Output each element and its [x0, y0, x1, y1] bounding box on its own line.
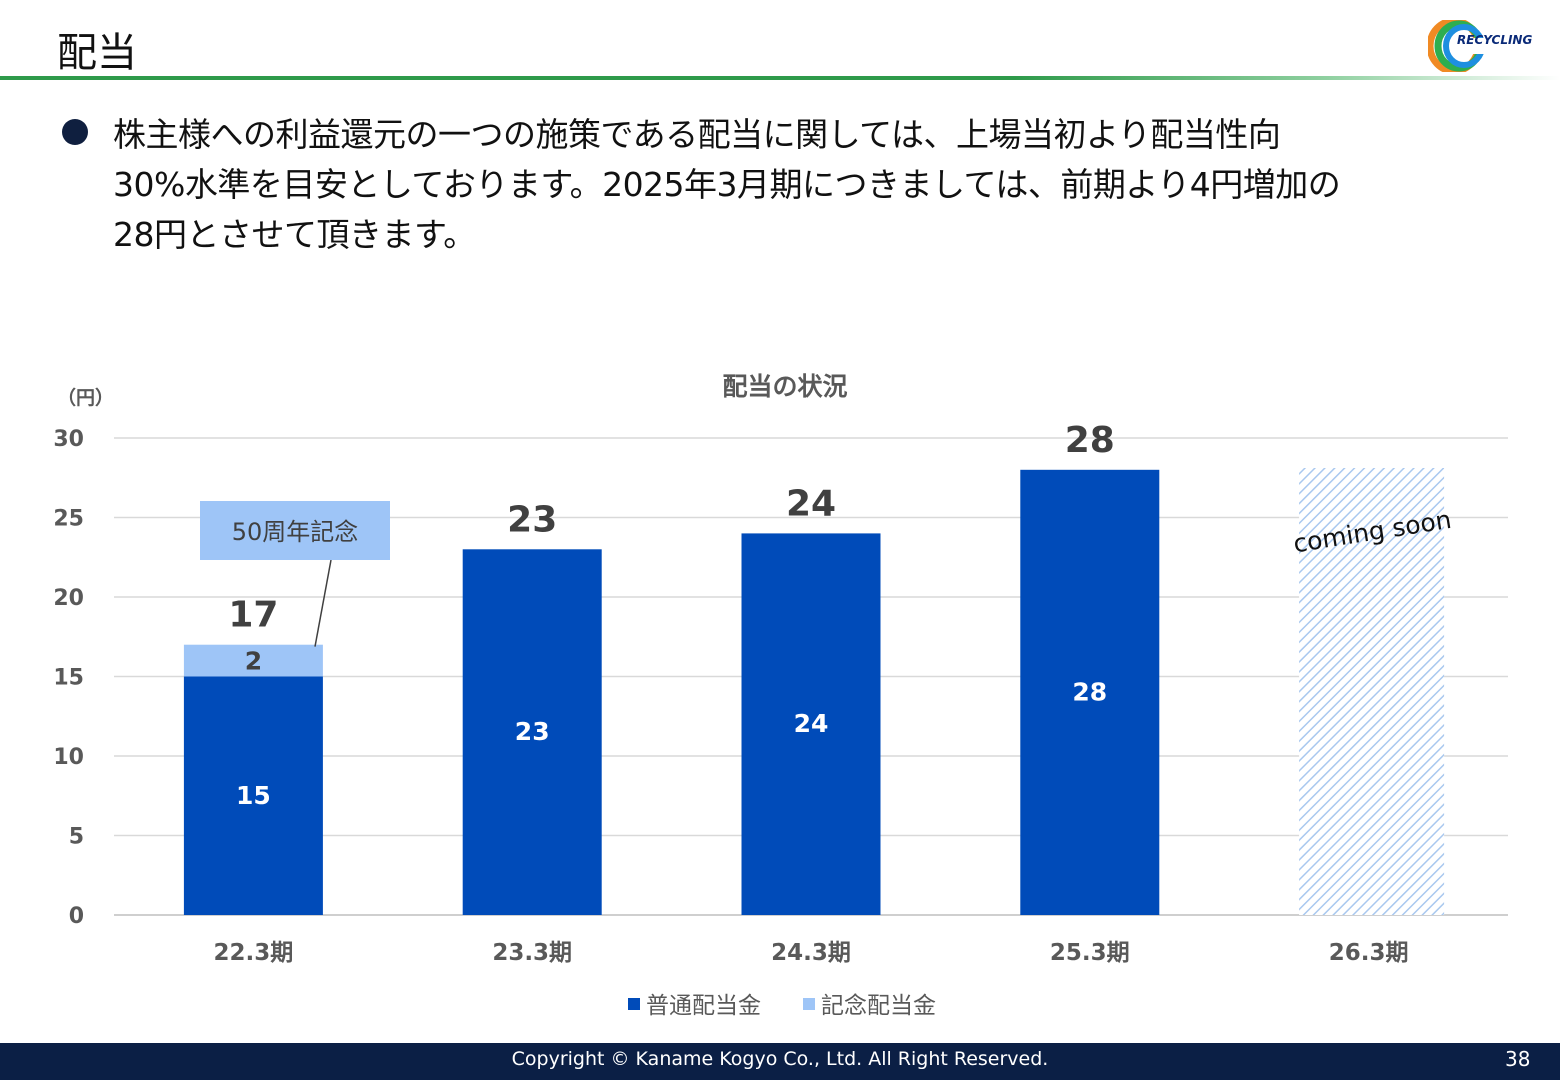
page-number: 38 — [1505, 1047, 1531, 1071]
y-tick-label: 10 — [53, 745, 84, 770]
bar-value-label: 23 — [515, 717, 550, 746]
bullet-line-3: 28円とさせて頂きます。 — [113, 215, 476, 254]
bar-value-label: 15 — [236, 781, 271, 810]
bar-total-label: 24 — [786, 483, 836, 524]
page-title: 配当 — [57, 30, 137, 76]
chart-title: 配当の状況 — [722, 372, 847, 401]
bullet-icon — [62, 119, 88, 145]
placeholder-bar — [1299, 468, 1445, 915]
y-tick-label: 30 — [53, 427, 84, 452]
y-tick-label: 15 — [53, 666, 84, 691]
bullet-line-2: 30%水準を目安としております。2025年3月期につきましては、前期より4円増加… — [113, 165, 1341, 204]
x-tick-label: 22.3期 — [214, 940, 294, 966]
legend-label-1: 普通配当金 — [646, 993, 761, 1019]
x-tick-label: 26.3期 — [1329, 940, 1409, 966]
x-tick-label: 23.3期 — [492, 940, 572, 966]
y-tick-label: 20 — [53, 586, 84, 611]
x-tick-label: 24.3期 — [771, 940, 851, 966]
bar-ordinary-dividend — [1020, 469, 1160, 915]
bar-commemorative-dividend — [183, 644, 323, 677]
bar-value-label: 28 — [1072, 677, 1107, 706]
y-tick-label: 5 — [69, 825, 84, 850]
legend-swatch-2 — [803, 998, 815, 1010]
y-tick-label: 0 — [69, 904, 84, 929]
x-tick-label: 25.3期 — [1050, 940, 1130, 966]
bar-value-label: 2 — [245, 647, 262, 676]
legend-swatch-1 — [628, 998, 640, 1010]
y-axis-label: （円） — [57, 386, 114, 409]
bar-total-label: 23 — [507, 499, 557, 540]
logo-text: RECYCLING — [1457, 33, 1533, 47]
copyright-text: Copyright © Kaname Kogyo Co., Ltd. All R… — [511, 1048, 1049, 1070]
bar-total-label: 28 — [1065, 420, 1115, 461]
footer-bar — [0, 1043, 1560, 1080]
bar-total-label: 17 — [228, 595, 278, 636]
bar-ordinary-dividend — [183, 676, 323, 915]
y-tick-label: 25 — [53, 507, 84, 532]
callout-text: 50周年記念 — [232, 518, 359, 546]
callout-box — [200, 501, 390, 560]
legend-label-2: 記念配当金 — [821, 993, 936, 1019]
recycling-logo — [1428, 20, 1541, 72]
bar-ordinary-dividend — [741, 533, 881, 915]
bar-value-label: 24 — [794, 709, 829, 738]
callout-leader-line — [314, 559, 332, 647]
bullet-line-1: 株主様への利益還元の一つの施策である配当に関しては、上場当初より配当性向 — [113, 115, 1281, 154]
dividend-chart: 配当の状況 （円） 0 5 10 15 20 25 30 15 2 17 22.3期 23 23 23.3期 2… — [53, 372, 1508, 1019]
title-divider — [0, 76, 1560, 80]
bar-ordinary-dividend — [462, 549, 602, 915]
